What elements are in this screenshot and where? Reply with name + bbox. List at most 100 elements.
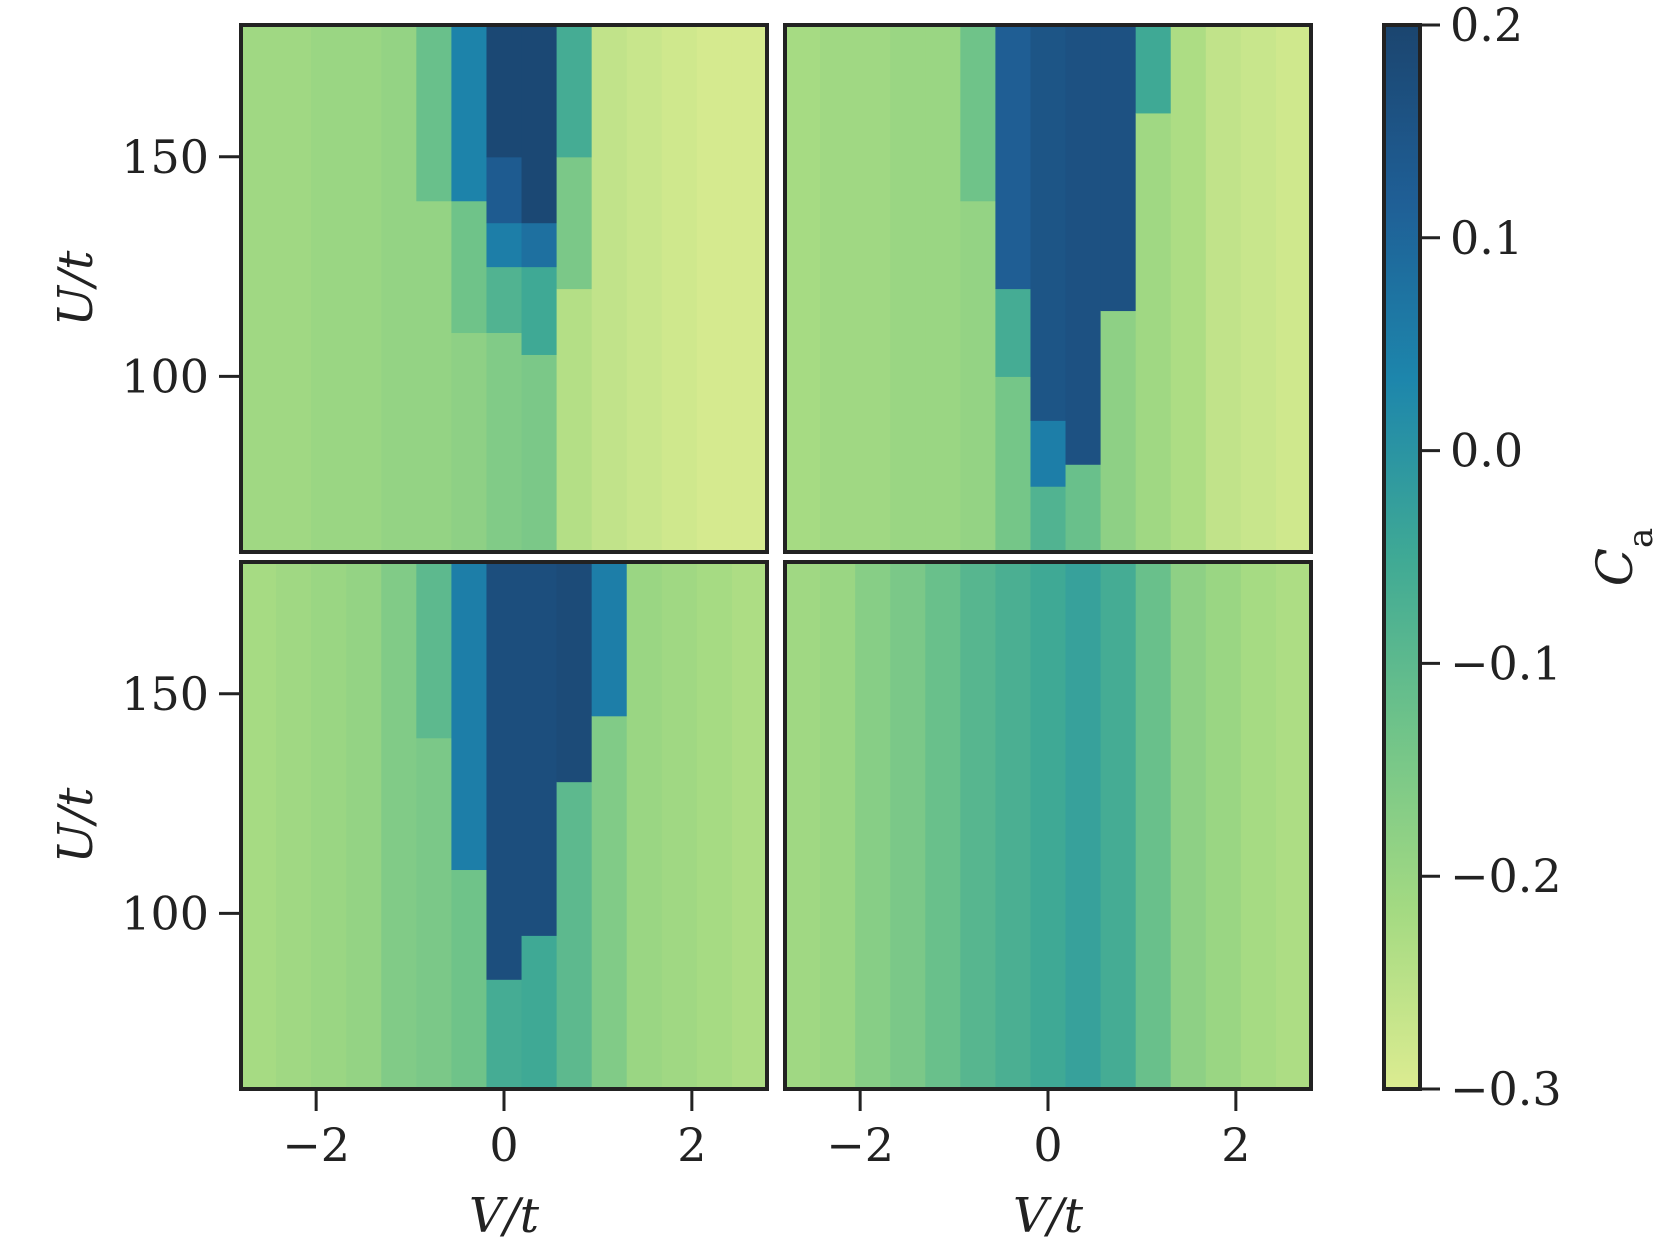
heatmap-cell (820, 562, 856, 1090)
heatmap-cell (311, 562, 347, 1090)
colorbar-gradient (1384, 25, 1420, 1089)
heatmap-cell (696, 25, 733, 553)
heatmap-cell (1135, 112, 1172, 553)
heatmap-cell (241, 562, 277, 1090)
y-tick-label: 150 (121, 130, 209, 184)
x-tick-label: −2 (826, 1118, 894, 1172)
panel-frame (783, 23, 1313, 554)
heatmap-cell (890, 562, 926, 1090)
heatmap-cell (451, 25, 488, 202)
heatmap-cell (626, 562, 663, 1090)
y-axis-label: U/t (48, 787, 104, 864)
x-tick-label: −2 (282, 1118, 350, 1172)
heatmap-cell (855, 562, 891, 1090)
x-axis-label: V/t (469, 1188, 540, 1244)
heatmap-cell (1065, 25, 1102, 465)
heatmap-cell (451, 562, 488, 871)
heatmap-panel-top-left: 100 150 U/t (48, 23, 769, 554)
heatmap-cell (1030, 562, 1067, 1090)
heatmap-cell (960, 200, 996, 553)
heatmap-cell (960, 562, 996, 1090)
colorbar-label-subscript: a (1621, 528, 1660, 548)
heatmap-cell (416, 562, 452, 739)
heatmap-cell (486, 266, 523, 334)
heatmap-cell (626, 25, 663, 553)
colorbar-tick-label: 0.1 (1450, 211, 1523, 265)
heatmap-cell (311, 25, 347, 553)
colorbar-tick-label: 0.2 (1450, 0, 1523, 52)
heatmap-cell (1065, 562, 1102, 1090)
heatmap-cell (451, 869, 488, 1090)
heatmap-cell (416, 25, 452, 202)
heatmap-cell (1135, 25, 1172, 114)
heatmap-cell (995, 25, 1032, 290)
x-axis-label: V/t (1013, 1188, 1084, 1244)
y-tick-label: 150 (121, 667, 209, 721)
heatmap-cell (416, 200, 452, 553)
heatmap-cell (731, 25, 768, 553)
colorbar-tick-label: −0.1 (1450, 636, 1562, 690)
heatmap-cell (1030, 486, 1067, 553)
x-tick-label: 2 (1221, 1118, 1250, 1172)
heatmap-cell (486, 332, 523, 553)
heatmap-cell (486, 25, 523, 158)
heatmap-cell (661, 25, 698, 553)
panel-frame (239, 23, 769, 554)
heatmap-cell (1275, 25, 1312, 553)
y-tick-label: 100 (121, 886, 209, 940)
heatmap-cell (1240, 562, 1277, 1090)
heatmap-cell (1205, 25, 1242, 553)
heatmap-cell (1030, 25, 1067, 421)
heatmap-cell (1170, 25, 1207, 553)
heatmap-cell (486, 222, 523, 268)
heatmap-cell (1170, 562, 1207, 1090)
heatmap-cell (486, 562, 523, 980)
heatmap-cell (346, 562, 382, 1090)
heatmap-panel-top-right (783, 23, 1313, 554)
heatmap-cell (276, 25, 312, 553)
heatmap-cell (556, 156, 593, 290)
heatmap-cell (1100, 562, 1137, 1090)
colorbar-tick-label: 0.0 (1450, 424, 1523, 478)
heatmap-cell (381, 562, 417, 1090)
heatmap-cell (486, 979, 523, 1090)
colorbar: 0.2 0.1 0.0 −0.1 −0.2 −0.3 Ca (1382, 0, 1660, 1116)
heatmap-cell (521, 266, 558, 355)
heatmap-cell (995, 288, 1032, 377)
colorbar-tick-label: −0.2 (1450, 849, 1562, 903)
heatmap-cell (276, 562, 312, 1090)
heatmap-cell (486, 156, 523, 224)
colorbar-label: Ca (1586, 528, 1660, 587)
heatmap-cell (1100, 310, 1137, 553)
heatmap-cell (1030, 420, 1067, 487)
heatmap-cell (521, 354, 558, 553)
heatmap-cell (416, 737, 452, 1090)
heatmap-cell (785, 562, 821, 1090)
heatmap-panel-bottom-left: 100 150 U/t −2 0 2 V/t (48, 560, 769, 1244)
heatmap-cell (661, 562, 698, 1090)
heatmap-cell (591, 562, 628, 717)
heatmap-cell (731, 562, 768, 1090)
heatmap-cell (381, 25, 417, 553)
heatmap-cell (696, 562, 733, 1090)
heatmap-panel-bottom-right: −2 0 2 V/t (783, 560, 1313, 1244)
heatmap-cell (960, 25, 996, 202)
heatmap-cell (521, 222, 558, 268)
colorbar-frame (1382, 23, 1422, 1091)
heatmap-cell (556, 25, 593, 158)
heatmap-cell (521, 935, 558, 1090)
heatmap-cell (451, 200, 488, 334)
heatmap-cell (521, 562, 558, 936)
heatmap-cell (890, 25, 926, 553)
heatmap-cell (521, 25, 558, 224)
heatmap-cell (1135, 562, 1172, 1090)
heatmap-cell (346, 25, 382, 553)
heatmap-cell (925, 562, 961, 1090)
heatmap-cell (1205, 562, 1242, 1090)
heatmap-cell (995, 376, 1032, 553)
heatmap-cell (556, 288, 593, 553)
heatmap-cell (1275, 562, 1312, 1090)
heatmap-cell (995, 562, 1032, 1090)
heatmap-cell (556, 781, 593, 1090)
